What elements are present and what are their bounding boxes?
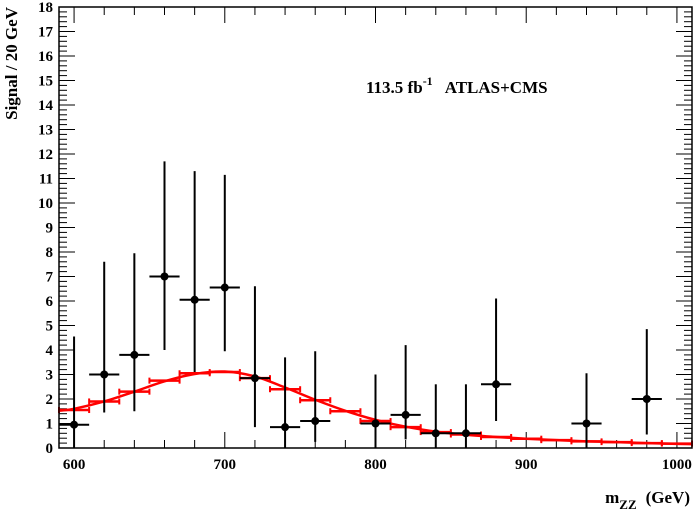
data-point	[59, 336, 90, 448]
y-tick-label: 3	[46, 368, 54, 384]
data-point	[420, 384, 451, 448]
data-marker	[642, 395, 651, 403]
y-tick-label: 1	[46, 417, 54, 433]
data-marker	[311, 417, 320, 426]
x-axis-title-main: m	[605, 488, 619, 507]
x-tick-label: 800	[364, 457, 387, 473]
y-tick-label: 11	[39, 172, 53, 188]
x-tick-label: 600	[63, 457, 86, 473]
data-point	[631, 329, 662, 435]
data-marker	[220, 283, 229, 292]
data-point	[239, 286, 270, 428]
y-tick-label: 13	[38, 123, 53, 139]
data-marker	[401, 410, 410, 419]
y-tick-label: 10	[38, 196, 53, 212]
y-tick-label: 0	[46, 441, 54, 457]
data-marker	[100, 370, 109, 379]
x-tick-labels: 600 700 800 900 1000	[63, 457, 692, 473]
data-marker	[461, 429, 470, 438]
y-tick-label: 4	[46, 343, 54, 359]
y-tick-label: 18	[38, 0, 53, 16]
data-marker	[130, 350, 139, 359]
data-point	[450, 384, 481, 448]
x-axis-title-unit: (GeV)	[646, 488, 690, 507]
data-point	[179, 171, 210, 373]
data-marker	[431, 429, 440, 438]
y-tick-label: 9	[46, 221, 54, 237]
data-marker	[190, 295, 199, 304]
data-marker	[281, 423, 290, 432]
y-tick-label: 8	[46, 245, 54, 261]
plot-frame	[58, 6, 693, 449]
data-point	[209, 174, 240, 352]
data-marker	[250, 374, 259, 383]
data-marker	[160, 272, 169, 281]
y-tick-label: 2	[46, 392, 54, 408]
y-tick-label: 15	[38, 74, 53, 90]
y-tick-label: 16	[38, 49, 54, 65]
data-marker	[70, 420, 79, 429]
x-tick-label: 900	[515, 457, 538, 473]
data-marker	[492, 380, 501, 389]
data-points	[59, 161, 662, 448]
x-tick-label: 1000	[662, 457, 692, 473]
data-point	[270, 357, 301, 448]
y-tick-label: 6	[46, 294, 54, 310]
data-point	[360, 374, 391, 448]
data-point	[89, 261, 120, 413]
y-tick-label: 17	[38, 25, 54, 41]
luminosity-unit-exponent: -1	[423, 74, 433, 88]
data-point	[300, 351, 331, 442]
x-axis-title-subscript: ZZ	[619, 497, 637, 512]
data-point	[119, 253, 150, 412]
y-tick-label: 12	[38, 147, 53, 163]
data-marker	[371, 419, 380, 428]
data-point	[390, 345, 421, 440]
y-tick-label: 5	[46, 319, 54, 335]
experiment-label: ATLAS+CMS	[445, 78, 548, 97]
y-tick-label: 14	[38, 98, 54, 114]
x-tick-label: 700	[214, 457, 237, 473]
data-point	[571, 373, 602, 448]
data-point	[481, 298, 512, 422]
y-axis-title: Signal / 20 GeV	[2, 6, 21, 120]
data-point	[149, 161, 180, 350]
x-axis-title: mZZ (GeV)	[605, 488, 690, 512]
y-tick-label: 7	[46, 270, 54, 286]
luminosity-annotation: 113.5 fb-1 ATLAS+CMS	[366, 74, 548, 97]
data-marker	[582, 419, 591, 428]
luminosity-value: 113.5 fb	[366, 78, 423, 97]
